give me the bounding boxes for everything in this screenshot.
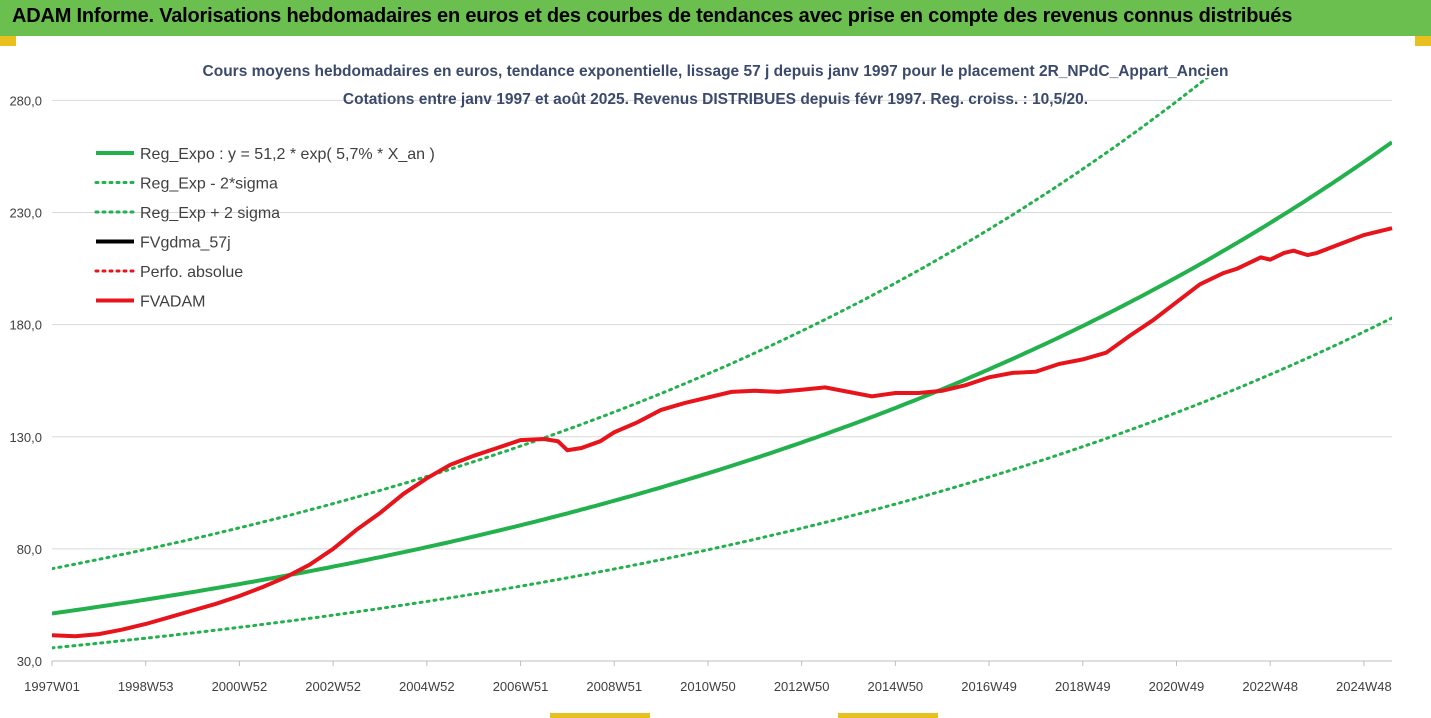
x-tick-label: 2002W52 xyxy=(305,679,361,694)
y-tick-label: 230,0 xyxy=(9,206,42,221)
y-tick-label: 130,0 xyxy=(9,430,42,445)
series-line xyxy=(52,78,1210,571)
series-line xyxy=(52,140,1392,616)
y-axis: 30,0 80,0 130,0 180,0 230,0 280,0 xyxy=(9,93,42,669)
legend-label: Reg_Exp - 2*sigma xyxy=(140,176,278,193)
legend-label: Reg_Expo : y = 51,2 * exp( 5,7% * X_an ) xyxy=(140,146,435,163)
series-layer xyxy=(51,78,1393,650)
legend-label: Reg_Exp + 2 sigma xyxy=(140,205,280,222)
x-tick-label: 2012W50 xyxy=(774,679,830,694)
chart-title: Cours moyens hebdomadaires en euros, ten… xyxy=(202,63,1229,80)
x-tick-label: 2016W49 xyxy=(961,679,1017,694)
x-tick-label: 2000W52 xyxy=(212,679,268,694)
x-tick-label: 2008W51 xyxy=(586,679,642,694)
x-tick-label: 1997W01 xyxy=(24,679,80,694)
x-tick-label: 2014W50 xyxy=(868,679,924,694)
corner-marker xyxy=(550,713,650,718)
x-tick-label: 1998W53 xyxy=(118,679,174,694)
corner-marker xyxy=(0,36,16,46)
x-tick-label: 2006W51 xyxy=(493,679,549,694)
y-tick-label: 280,0 xyxy=(9,93,42,108)
title-banner: ADAM Informe. Valorisations hebdomadaire… xyxy=(0,0,1431,36)
x-tick-label: 2024W48 xyxy=(1336,679,1392,694)
legend: Reg_Expo : y = 51,2 * exp( 5,7% * X_an )… xyxy=(94,146,435,311)
x-tick-label: 2022W48 xyxy=(1242,679,1298,694)
legend-label: FVADAM xyxy=(140,294,205,311)
x-tick-label: 2004W52 xyxy=(399,679,455,694)
corner-marker xyxy=(1415,36,1431,46)
x-tick-label: 2018W49 xyxy=(1055,679,1111,694)
y-tick-label: 30,0 xyxy=(17,654,42,669)
banner-title: ADAM Informe. Valorisations hebdomadaire… xyxy=(12,5,1293,27)
corner-marker xyxy=(838,713,938,718)
series-line xyxy=(52,316,1392,650)
legend-label: Perfo. absolue xyxy=(140,264,243,281)
x-tick-label: 2020W49 xyxy=(1149,679,1205,694)
legend-label: FVgdma_57j xyxy=(140,235,231,252)
chart-subtitle: Cotations entre janv 1997 et août 2025. … xyxy=(342,91,1089,108)
y-tick-label: 180,0 xyxy=(9,318,42,333)
x-tick-label: 2010W50 xyxy=(680,679,736,694)
series-line xyxy=(51,226,1393,639)
y-tick-label: 80,0 xyxy=(17,542,42,557)
x-axis: 1997W01 1998W53 2000W52 2002W52 2004W52 2006W… xyxy=(24,660,1392,694)
